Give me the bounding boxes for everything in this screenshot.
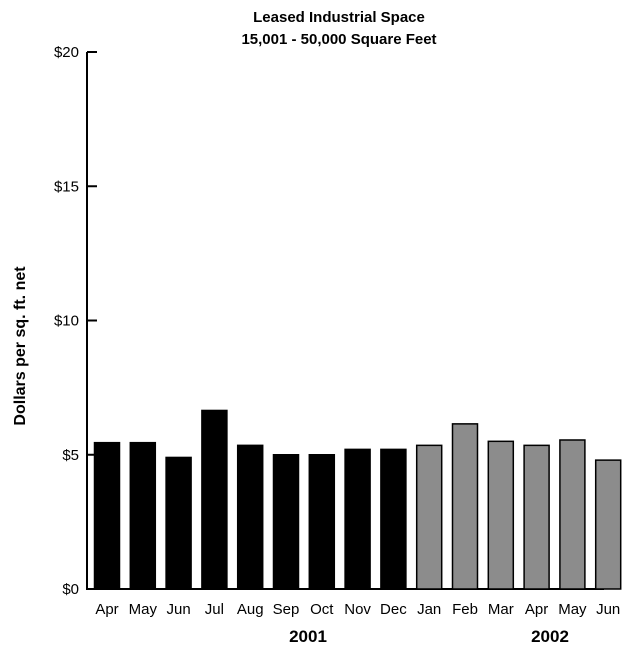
bar [165, 456, 192, 590]
y-tick-label: $10 [54, 313, 79, 330]
chart-title: Leased Industrial Space [253, 9, 425, 26]
bar [451, 423, 479, 590]
bar [523, 444, 550, 590]
x-tick-label: Oct [310, 601, 334, 618]
bar [380, 448, 407, 590]
x-tick-label: Sep [273, 601, 300, 618]
bar [201, 409, 228, 590]
bar [272, 454, 300, 590]
x-tick-label: Apr [95, 601, 118, 618]
y-axis-title: Dollars per sq. ft. net [12, 266, 29, 426]
bar [594, 459, 622, 590]
bar [415, 444, 443, 590]
year-group-label: 2001 [289, 627, 327, 646]
x-tick-label: Apr [525, 601, 548, 618]
x-tick-label: Aug [237, 601, 264, 618]
chart-subtitle: 15,001 - 50,000 Square Feet [241, 31, 436, 48]
x-tick-label: Jun [167, 601, 191, 618]
x-tick-label: Jun [596, 601, 620, 618]
bar [487, 440, 515, 590]
bar [93, 441, 121, 590]
x-tick-label: Feb [452, 601, 478, 618]
x-tick-label: Jan [417, 601, 441, 618]
bar [559, 439, 586, 590]
bar [308, 454, 336, 590]
x-tick-label: May [129, 601, 158, 618]
x-tick-label: Jul [205, 601, 224, 618]
year-group-label: 2002 [531, 627, 569, 646]
bar [344, 448, 371, 590]
bar [236, 444, 264, 590]
y-tick-label: $0 [62, 581, 79, 598]
y-tick-label: $5 [62, 447, 79, 464]
x-tick-label: Dec [380, 601, 407, 618]
x-tick-label: Mar [488, 601, 514, 618]
x-tick-label: Nov [344, 601, 371, 618]
x-tick-label: May [558, 601, 587, 618]
y-tick-label: $15 [54, 178, 79, 195]
bar [129, 441, 157, 590]
y-tick-label: $20 [54, 44, 79, 61]
